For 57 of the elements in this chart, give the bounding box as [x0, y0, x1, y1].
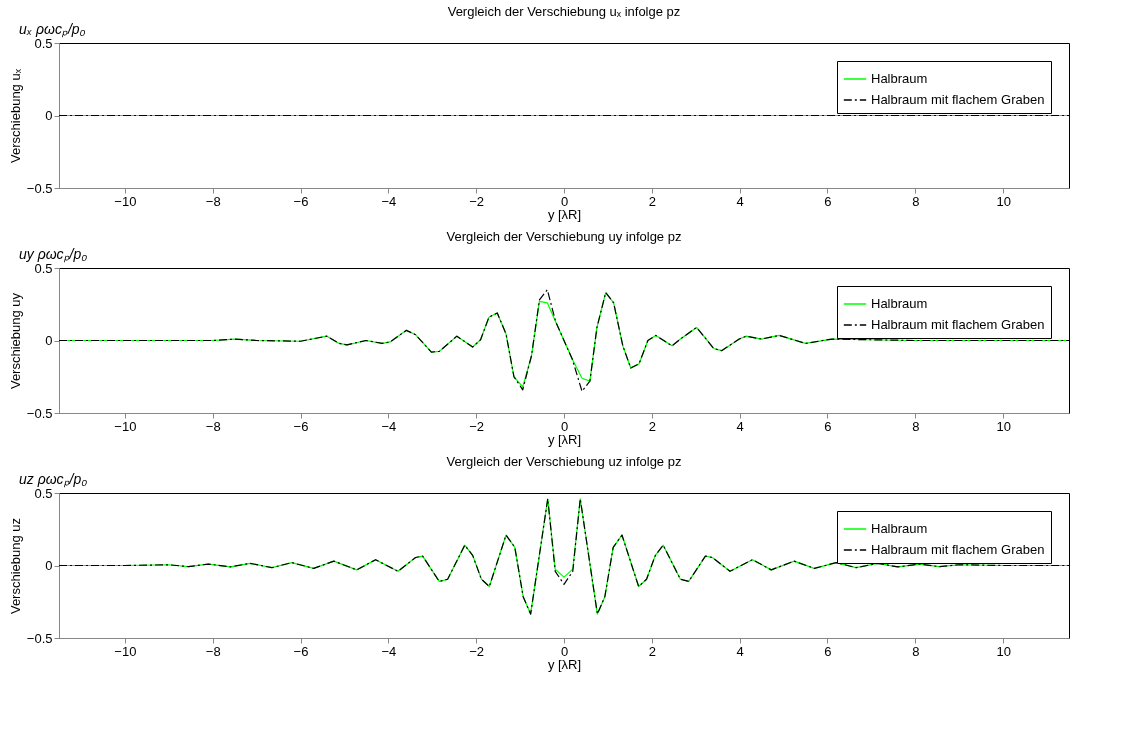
- legend-label: Halbraum: [871, 296, 928, 311]
- x-tick-label: −8: [205, 418, 221, 434]
- x-tick-label: −2: [469, 643, 485, 659]
- x-tick-label: −4: [381, 193, 397, 209]
- x-tick-label: −10: [114, 193, 137, 209]
- x-tick-label: −8: [205, 193, 221, 209]
- x-tick-label: 6: [824, 418, 832, 434]
- y-tick-label: −0.5: [26, 180, 53, 196]
- legend-label: Halbraum mit flachem Graben: [871, 317, 1045, 332]
- y-axis-title: Verschiebung uₓ: [7, 68, 23, 163]
- text: uy ρωcₚ/p₀: [19, 246, 88, 263]
- y-axis-title: Verschiebung uy: [7, 292, 23, 390]
- text: uₓ ρωcₚ/p₀: [19, 21, 86, 38]
- x-tick-label: 0: [560, 193, 569, 209]
- legend-label: Halbraum mit flachem Graben: [871, 92, 1045, 107]
- x-tick-label: 0: [560, 418, 569, 434]
- x-tick-label: 2: [648, 193, 656, 209]
- legend-label: Halbraum: [871, 71, 928, 86]
- x-tick-label: 10: [996, 643, 1011, 659]
- x-tick-label: 4: [736, 643, 744, 659]
- x-tick-label: 8: [912, 418, 920, 434]
- x-tick-label: −10: [114, 643, 137, 659]
- x-tick-label: 4: [736, 418, 744, 434]
- x-tick-label: −2: [469, 193, 485, 209]
- x-tick-label: 10: [996, 418, 1011, 434]
- x-tick-label: 6: [824, 193, 832, 209]
- x-tick-label: −10: [114, 418, 137, 434]
- x-tick-label: −2: [469, 418, 485, 434]
- x-axis-title: y [λR]: [547, 431, 582, 447]
- x-axis-title: y [λR]: [547, 206, 582, 222]
- chart-title: Vergleich der Verschiebung uz infolge pz: [446, 454, 682, 469]
- x-tick-label: 8: [912, 193, 920, 209]
- x-tick-label: −8: [205, 643, 221, 659]
- x-tick-label: 4: [736, 193, 744, 209]
- y-tick-label: 0: [45, 333, 53, 348]
- x-tick-label: 6: [824, 643, 832, 659]
- x-tick-label: −6: [293, 643, 309, 659]
- y-tick-label: −0.5: [26, 405, 53, 421]
- x-tick-label: −6: [293, 193, 309, 209]
- y-tick-label: 0: [45, 108, 53, 123]
- chart-title: Vergleich der Verschiebung uy infolge pz: [446, 229, 682, 244]
- x-tick-label: 10: [996, 193, 1011, 209]
- text: uz ρωcₚ/p₀: [19, 471, 88, 488]
- x-tick-label: 2: [648, 418, 656, 434]
- legend-label: Halbraum mit flachem Graben: [871, 542, 1045, 557]
- x-tick-label: 2: [648, 643, 656, 659]
- y-tick-label: −0.5: [26, 630, 53, 646]
- x-tick-label: −4: [381, 643, 397, 659]
- x-axis-title: y [λR]: [547, 656, 582, 672]
- y-tick-label: 0: [45, 558, 53, 573]
- y-axis-title: Verschiebung uz: [7, 517, 23, 615]
- x-tick-label: −4: [381, 418, 397, 434]
- x-tick-label: 0: [560, 643, 569, 659]
- x-tick-label: −6: [293, 418, 309, 434]
- x-tick-label: 8: [912, 643, 920, 659]
- legend-label: Halbraum: [871, 521, 928, 536]
- chart-title: Vergleich der Verschiebung uₓ infolge pz: [447, 4, 681, 19]
